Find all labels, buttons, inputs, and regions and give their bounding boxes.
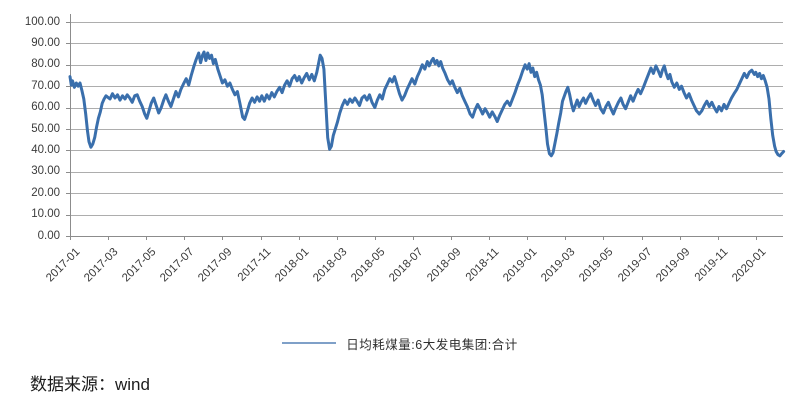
- coal-consumption-chart-canvas: [66, 14, 786, 240]
- y-tick-label: 20.00: [31, 186, 60, 199]
- series-line-daily-coal-consumption: [68, 50, 786, 158]
- y-tick-label: 60.00: [31, 101, 60, 114]
- y-tick-label: 50.00: [31, 122, 60, 135]
- y-tick-label: 80.00: [31, 58, 60, 71]
- y-tick-label: 30.00: [31, 165, 60, 178]
- y-tick-label: 40.00: [31, 143, 60, 156]
- y-tick-label: 10.00: [31, 208, 60, 221]
- legend-label: 日均耗煤量:6大发电集团:合计: [346, 337, 518, 352]
- data-source-caption: 数据来源：wind: [30, 375, 150, 394]
- y-tick-label: 0.00: [37, 229, 60, 242]
- y-tick-label: 70.00: [31, 79, 60, 92]
- legend-line-icon: [282, 342, 337, 344]
- y-tick-label: 100.00: [24, 15, 60, 28]
- y-tick-label: 90.00: [31, 36, 60, 49]
- chart-legend: 日均耗煤量:6大发电集团:合计: [0, 333, 800, 353]
